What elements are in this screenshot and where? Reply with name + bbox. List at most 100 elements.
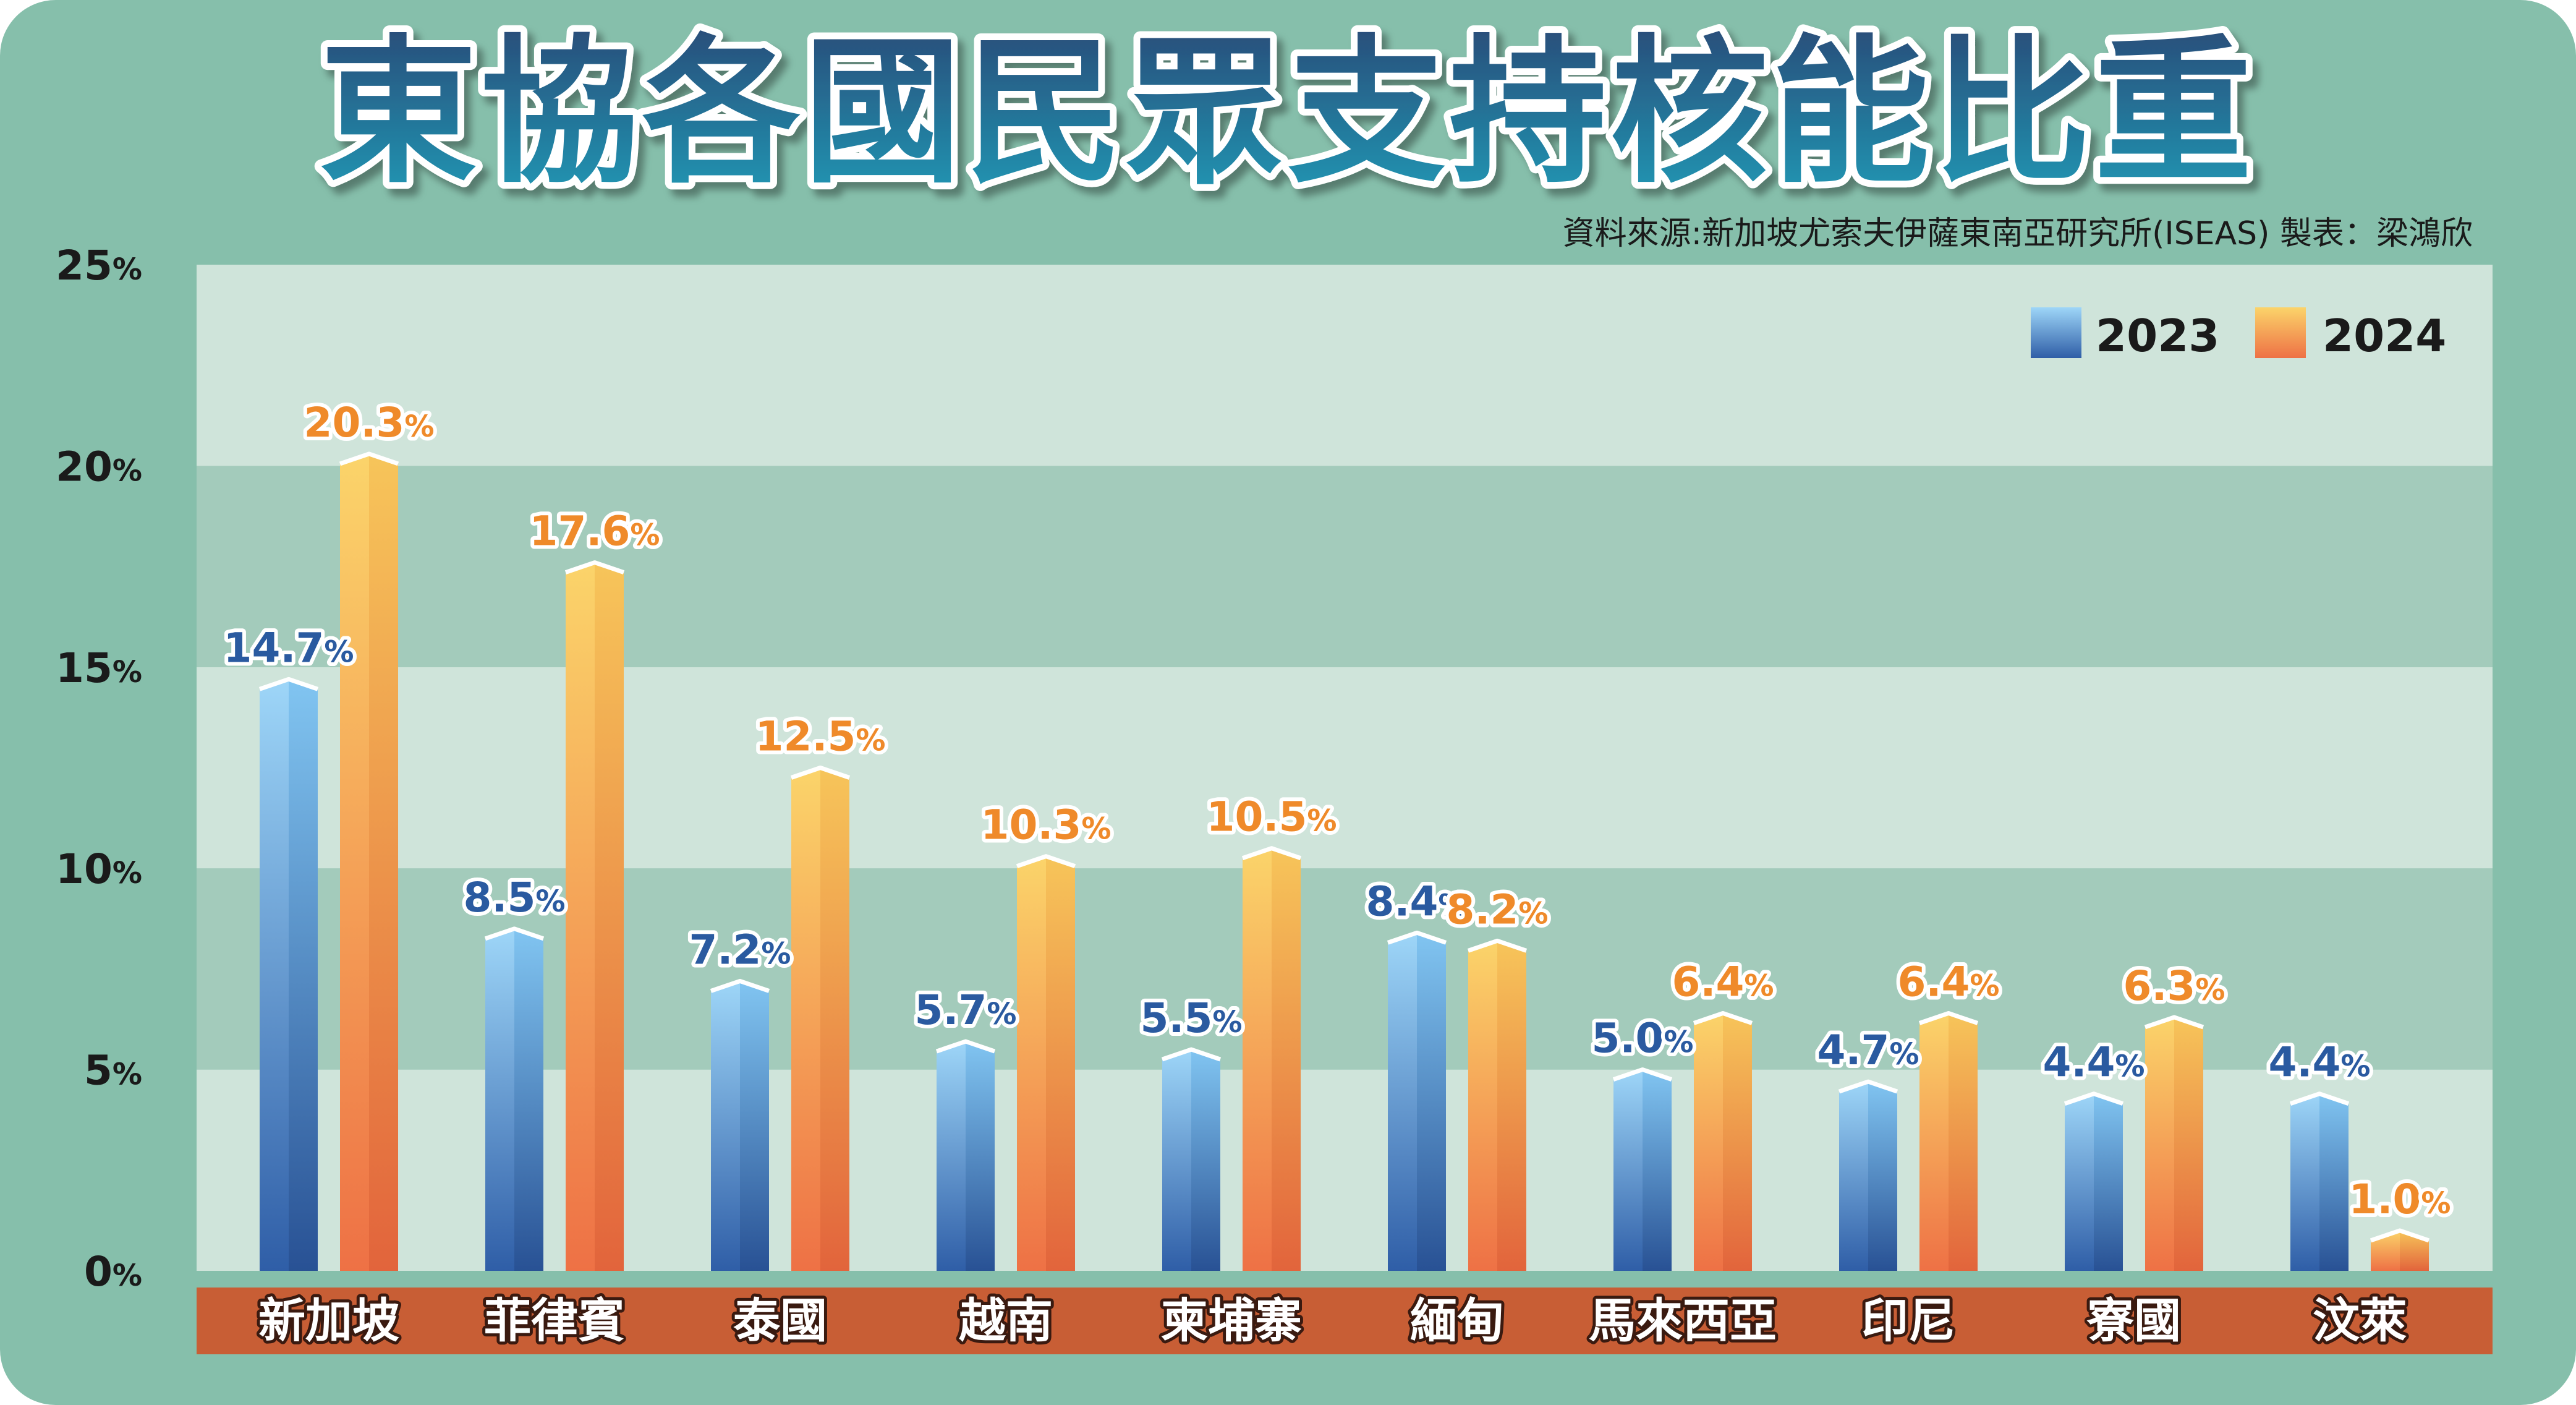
bar-shade [1497, 941, 1526, 1271]
bar-cap [935, 1039, 996, 1054]
value-label-2023-6: 5.0% [1591, 1015, 1693, 1062]
y-tick-label: 15% [56, 644, 142, 692]
bar-2024-4 [1241, 846, 1302, 1271]
legend-label-2023: 2023 [2096, 310, 2219, 362]
bar-shade [2174, 1017, 2203, 1271]
value-label-2023-9: 4.4% [2268, 1039, 2370, 1087]
bar-cap [1241, 846, 1302, 860]
bar-shade [740, 981, 769, 1271]
bar-cap [1467, 938, 1528, 953]
legend: 2023 2024 [2031, 307, 2446, 362]
value-label-2024-5: 8.2% [1446, 886, 1548, 933]
bar-shade [1723, 1013, 1752, 1271]
value-label-2024-0: 20.3% [304, 399, 435, 446]
bar-2023-5 [1387, 930, 1447, 1271]
value-label-2024-8: 6.3% [2123, 962, 2225, 1010]
bar-shade [369, 453, 398, 1271]
value-labels: 14.7% 20.3% 8.5% 17.6% 7.2% 12.5% 5.7% 10.3% 5.5… [220, 395, 2455, 1227]
category-strip [197, 1288, 2493, 1354]
bar-cap [2064, 1091, 2124, 1106]
category-label: 菲律賓 [484, 1293, 625, 1348]
value-label-2023-3: 5.7% [914, 986, 1016, 1034]
value-label-2024-1: 17.6% [530, 508, 660, 555]
category-label: 寮國 [2086, 1293, 2181, 1348]
bar-shade [820, 767, 849, 1271]
category-label: 印尼 [1861, 1293, 1955, 1348]
category-label: 緬甸 [1410, 1293, 1504, 1348]
value-label-2024-2: 12.5% [755, 713, 886, 761]
bar-2023-2 [710, 978, 770, 1271]
bar-2024-3 [1016, 854, 1076, 1271]
bar-2023-8 [2064, 1091, 2124, 1271]
bar-2024-0 [339, 451, 399, 1271]
bar-2024-6 [1693, 1010, 1753, 1271]
bar-shade [1046, 856, 1075, 1271]
bar-shade [1868, 1082, 1897, 1271]
chart-title: 東協各國民眾支持核能比重 [320, 21, 2256, 205]
bar-cap [258, 677, 319, 691]
bar-2024-9 [2370, 1228, 2430, 1271]
category-label: 汶萊 [2313, 1293, 2407, 1348]
y-tick-label: 5% [84, 1047, 142, 1095]
bar-2024-5 [1467, 938, 1528, 1271]
bar-cap [484, 926, 545, 941]
category-labels: 新加坡 菲律賓 泰國 越南 柬埔寨 緬甸 馬來西亞 印尼 寮國 汶萊 [255, 1290, 2410, 1351]
bar-shade [966, 1041, 995, 1271]
legend-swatch-2023 [2031, 307, 2081, 358]
bar-cap [564, 560, 625, 574]
bars [258, 451, 2430, 1271]
value-label-2024-7: 6.4% [1897, 958, 1999, 1006]
category-label: 越南 [959, 1293, 1053, 1348]
grid-band [197, 667, 2493, 869]
source-note: 資料來源:新加坡尤索夫伊薩東南亞研究所(ISEAS) 製表：梁鴻欣 [1563, 215, 2473, 252]
bar-shade [2094, 1093, 2123, 1271]
bar-2023-7 [1838, 1079, 1898, 1271]
value-label-2023-7: 4.7% [1817, 1027, 1919, 1074]
y-tick-label: 25% [56, 242, 142, 289]
bar-cap [1161, 1047, 1222, 1062]
bar-cap [2144, 1015, 2204, 1030]
y-tick-label: 0% [84, 1248, 142, 1296]
bar-shade [289, 679, 318, 1271]
y-tick-label: 20% [56, 443, 142, 490]
category-label: 柬埔寨 [1161, 1293, 1302, 1348]
value-label-2023-5: 8.4% [1366, 878, 1468, 925]
bar-shade [1949, 1013, 1978, 1271]
bar-shade [1643, 1069, 1672, 1271]
bar-2023-1 [484, 926, 545, 1271]
value-label-2023-0: 14.7% [224, 624, 354, 672]
grid-band [197, 466, 2493, 667]
value-label-2024-4: 10.5% [1207, 793, 1337, 841]
value-label-2023-2: 7.2% [689, 926, 791, 973]
bar-2023-3 [935, 1039, 996, 1271]
bar-shade [514, 928, 543, 1271]
value-label-2023-8: 4.4% [2043, 1039, 2145, 1087]
bar-cap [339, 451, 399, 466]
category-label: 泰國 [733, 1293, 827, 1348]
bar-cap [1612, 1067, 1673, 1082]
grid-bands [197, 265, 2493, 1271]
category-label: 新加坡 [258, 1293, 399, 1348]
bar-shade [1272, 848, 1301, 1271]
value-label-2024-6: 6.4% [1672, 958, 1774, 1006]
value-label-2024-9: 1.0% [2349, 1176, 2451, 1223]
legend-label-2024: 2024 [2323, 310, 2446, 362]
value-label-2023-1: 8.5% [463, 874, 565, 921]
y-tick-label: 10% [56, 845, 142, 893]
bar-shade [1417, 933, 1446, 1271]
bar-cap [1918, 1010, 1979, 1025]
bar-cap [1838, 1079, 1898, 1094]
bar-2024-1 [564, 560, 625, 1271]
y-axis-ticks: 0% 5% 10% 15% 20% 25% [56, 242, 142, 1296]
value-label-2023-4: 5.5% [1140, 994, 1242, 1042]
value-label-2024-3: 10.3% [981, 801, 1112, 849]
bar-2024-8 [2144, 1015, 2204, 1271]
bar-cap [710, 978, 770, 993]
bar-2023-9 [2289, 1091, 2350, 1271]
bar-shade [2319, 1093, 2349, 1271]
bar-cap [1016, 854, 1076, 868]
bar-2024-7 [1918, 1010, 1979, 1271]
bar-shade [1191, 1049, 1220, 1271]
